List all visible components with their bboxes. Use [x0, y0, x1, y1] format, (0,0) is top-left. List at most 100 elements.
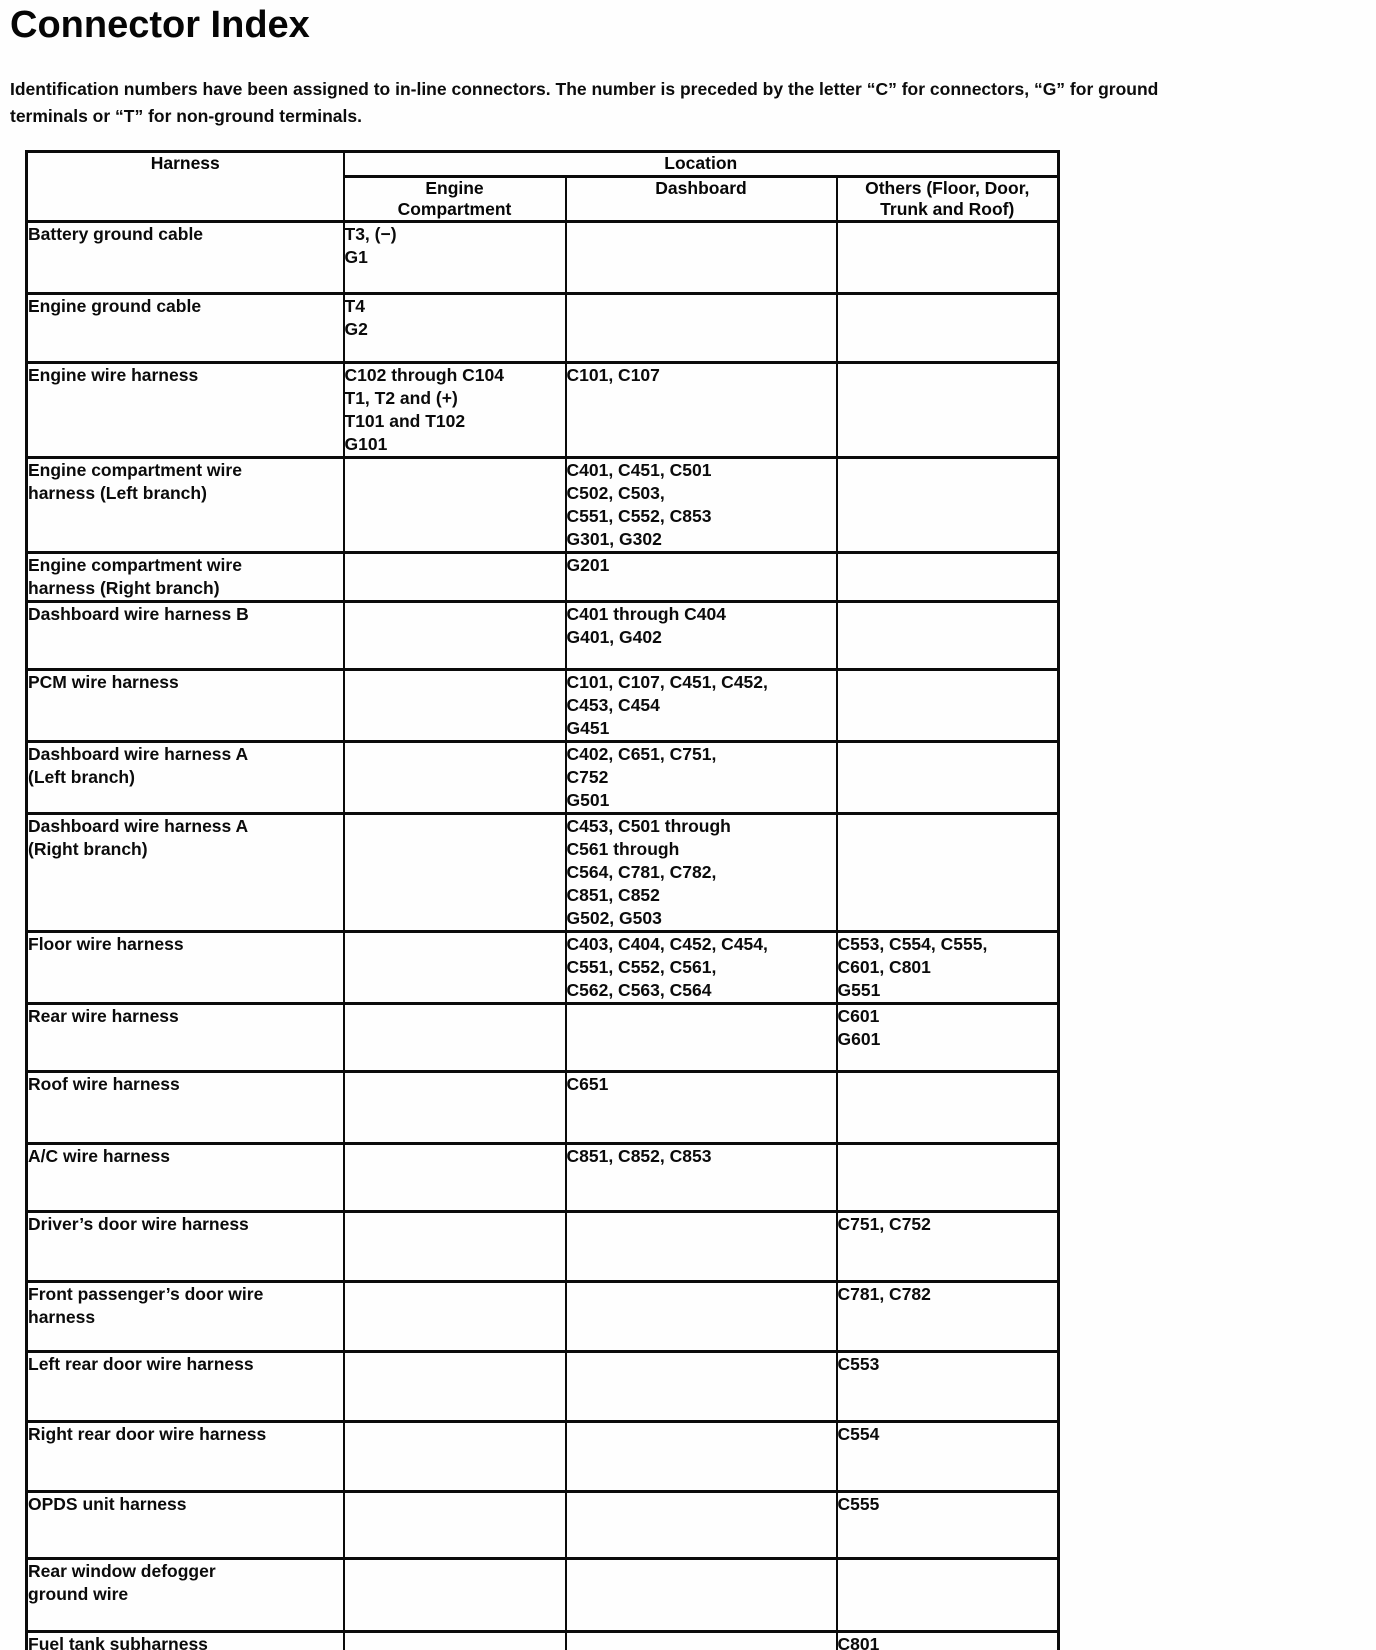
harness-cell: PCM wire harness [25, 668, 345, 743]
engine-compartment-cell [342, 1420, 567, 1493]
others-cell: C801 [835, 1630, 1060, 1650]
dashboard-cell: C651 [564, 1070, 838, 1145]
dashboard-cell: C403, C404, C452, C454, C551, C552, C561… [564, 930, 838, 1005]
harness-cell: Roof wire harness [25, 1070, 345, 1145]
table-row: Engine compartment wire harness (Left br… [25, 456, 1060, 554]
harness-cell: Dashboard wire harness B [25, 600, 345, 671]
dashboard-cell [564, 1350, 838, 1423]
harness-cell: Right rear door wire harness [25, 1420, 345, 1493]
harness-cell: Rear window defogger ground wire [25, 1557, 345, 1633]
others-cell [835, 220, 1060, 295]
harness-cell: Battery ground cable [25, 220, 345, 295]
table-row: Driver’s door wire harness C751, C752 [25, 1210, 1060, 1283]
harness-cell: Dashboard wire harness A (Left branch) [25, 740, 345, 815]
others-cell: C781, C782 [835, 1280, 1060, 1353]
dashboard-cell [564, 1280, 838, 1353]
table-row: Rear wire harness C601 G601 [25, 1002, 1060, 1073]
engine-compartment-cell: C102 through C104 T1, T2 and (+) T101 an… [342, 361, 567, 459]
table-row: Engine compartment wire harness (Right b… [25, 551, 1060, 603]
engine-compartment-cell [342, 668, 567, 743]
others-cell [835, 812, 1060, 933]
dashboard-cell [564, 292, 838, 364]
table-row: Rear window defogger ground wire [25, 1557, 1060, 1633]
harness-cell: Left rear door wire harness [25, 1350, 345, 1423]
harness-cell: Engine wire harness [25, 361, 345, 459]
table-row: Dashboard wire harness B C401 through C4… [25, 600, 1060, 671]
engine-compartment-cell [342, 1557, 567, 1633]
others-cell [835, 292, 1060, 364]
engine-compartment-cell: T4 G2 [342, 292, 567, 364]
engine-compartment-cell: T3, (−) G1 [342, 220, 567, 295]
connector-index-table: Harness Location Engine Compartment Dash… [25, 150, 1060, 1650]
dashboard-cell [564, 220, 838, 295]
dashboard-cell: C101, C107 [564, 361, 838, 459]
dashboard-cell: C453, C501 through C561 through C564, C7… [564, 812, 838, 933]
engine-compartment-cell [342, 1280, 567, 1353]
others-cell [835, 600, 1060, 671]
intro-paragraph: Identification numbers have been assigne… [10, 76, 1350, 130]
others-cell: C553, C554, C555, C601, C801 G551 [835, 930, 1060, 1005]
others-cell: C555 [835, 1490, 1060, 1560]
header-row-location: Harness Location [25, 150, 1060, 223]
others-cell: C601 G601 [835, 1002, 1060, 1073]
others-cell [835, 361, 1060, 459]
table-row: Floor wire harness C403, C404, C452, C45… [25, 930, 1060, 1005]
harness-cell: Dashboard wire harness A (Right branch) [25, 812, 345, 933]
dashboard-cell [564, 1557, 838, 1633]
intro-line-1: Identification numbers have been assigne… [10, 79, 1159, 99]
header-row-sublocations: Engine Compartment Dashboard Others (Flo… [27, 175, 1060, 223]
harness-cell: Driver’s door wire harness [25, 1210, 345, 1283]
harness-cell: Engine ground cable [25, 292, 345, 364]
harness-cell: Engine compartment wire harness (Right b… [25, 551, 345, 603]
harness-cell: Front passenger’s door wire harness [25, 1280, 345, 1353]
engine-compartment-cell [342, 740, 567, 815]
engine-compartment-cell [342, 600, 567, 671]
table-row: Battery ground cable T3, (−) G1 [25, 220, 1060, 295]
others-cell [835, 1557, 1060, 1633]
harness-cell: Floor wire harness [25, 930, 345, 1005]
table-row: Front passenger’s door wire harness C781… [25, 1280, 1060, 1353]
dashboard-cell: C402, C651, C751, C752 G501 [564, 740, 838, 815]
table-row: Dashboard wire harness A (Right branch) … [25, 812, 1060, 933]
engine-compartment-cell [342, 1490, 567, 1560]
engine-compartment-cell [342, 1350, 567, 1423]
table-row: Right rear door wire harness C554 [25, 1420, 1060, 1493]
dashboard-cell: C851, C852, C853 [564, 1142, 838, 1213]
col-header-engine-compartment: Engine Compartment [342, 175, 567, 223]
col-header-location: Location [342, 150, 1060, 178]
col-header-harness: Harness [25, 150, 345, 223]
others-cell [835, 551, 1060, 603]
dashboard-cell [564, 1630, 838, 1650]
others-cell [835, 456, 1060, 554]
others-cell: C751, C752 [835, 1210, 1060, 1283]
dashboard-cell [564, 1490, 838, 1560]
others-cell [835, 668, 1060, 743]
others-cell [835, 740, 1060, 815]
harness-cell: OPDS unit harness [25, 1490, 345, 1560]
engine-compartment-cell [342, 1210, 567, 1283]
engine-compartment-cell [342, 1002, 567, 1073]
dashboard-cell: G201 [564, 551, 838, 603]
engine-compartment-cell [342, 930, 567, 1005]
others-cell [835, 1142, 1060, 1213]
engine-compartment-cell [342, 551, 567, 603]
engine-compartment-cell [342, 1630, 567, 1650]
others-cell: C554 [835, 1420, 1060, 1493]
dashboard-cell: C401 through C404 G401, G402 [564, 600, 838, 671]
col-header-dashboard: Dashboard [564, 175, 838, 223]
harness-cell: Rear wire harness [25, 1002, 345, 1073]
dashboard-cell [564, 1420, 838, 1493]
others-cell [835, 1070, 1060, 1145]
table-row: Roof wire harness C651 [25, 1070, 1060, 1145]
harness-cell: Engine compartment wire harness (Left br… [25, 456, 345, 554]
engine-compartment-cell [342, 456, 567, 554]
harness-cell: A/C wire harness [25, 1142, 345, 1213]
dashboard-cell: C401, C451, C501 C502, C503, C551, C552,… [564, 456, 838, 554]
table-row: A/C wire harness C851, C852, C853 [25, 1142, 1060, 1213]
table-row: Engine ground cable T4 G2 [25, 292, 1060, 364]
dashboard-cell [564, 1210, 838, 1283]
others-cell: C553 [835, 1350, 1060, 1423]
dashboard-cell: C101, C107, C451, C452, C453, C454 G451 [564, 668, 838, 743]
table-row: Fuel tank subharness C801 [25, 1630, 1060, 1650]
